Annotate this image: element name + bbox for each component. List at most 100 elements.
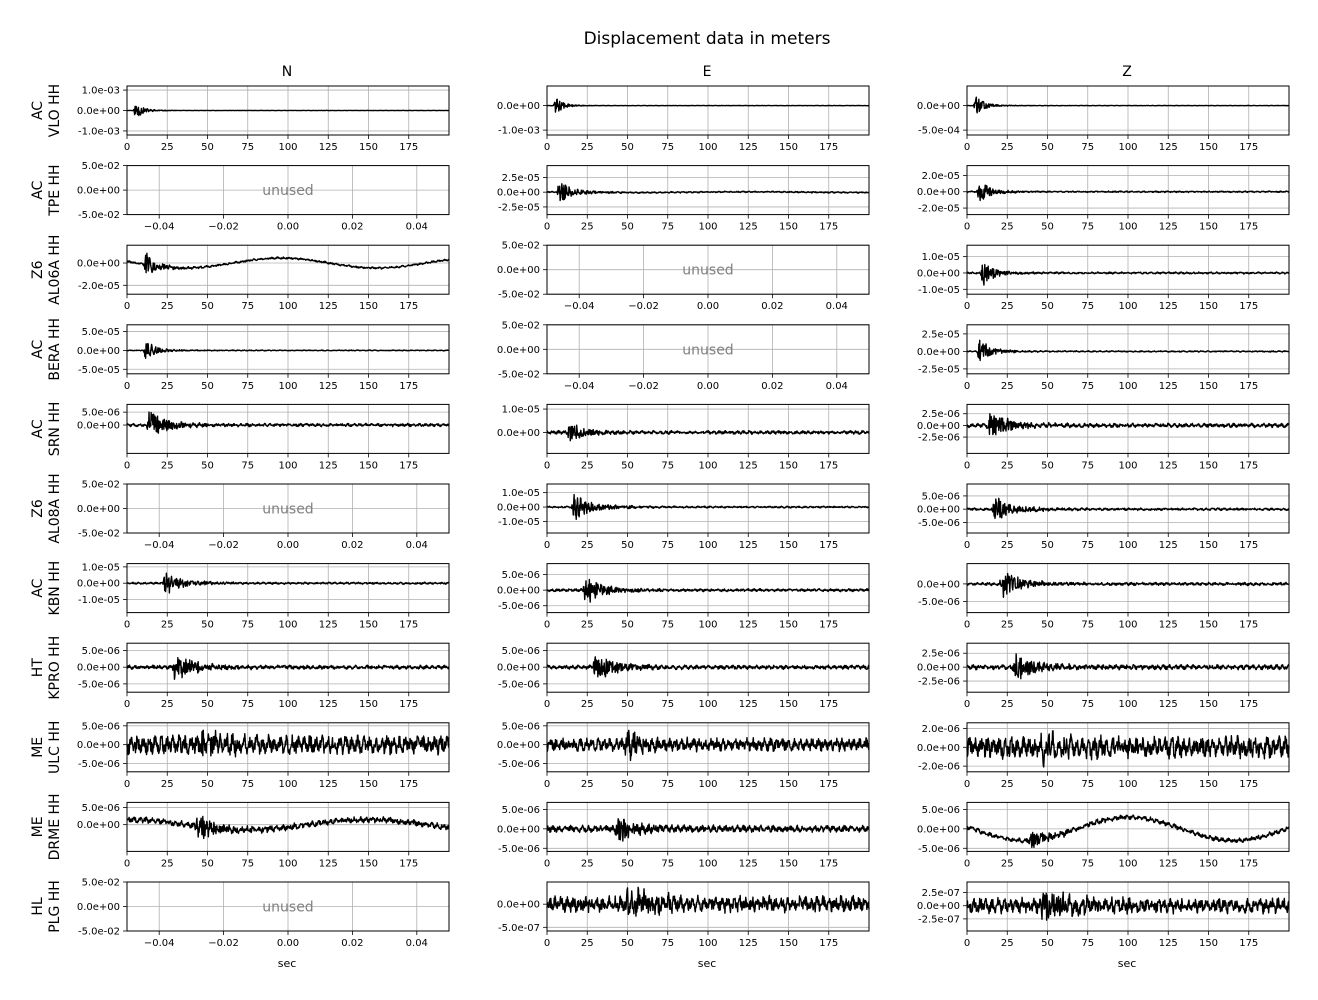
x-tick-label: 150 (1199, 540, 1218, 551)
y-tick-label: 0.0e+00 (77, 740, 120, 751)
x-tick-label: 25 (161, 779, 174, 790)
x-tick-label: 50 (621, 938, 634, 949)
y-tick-label: 0.0e+00 (917, 268, 960, 279)
y-tick-label: -1.0e-05 (918, 285, 960, 296)
y-tick-label: -5.0e-02 (78, 529, 120, 540)
y-tick-label: 5.0e-02 (502, 241, 540, 252)
x-axis-label-e: sec (698, 957, 717, 970)
x-tick-label: 175 (399, 620, 418, 631)
x-tick-label: 175 (1239, 699, 1258, 710)
y-tick-label: 0.0e+00 (497, 824, 540, 835)
y-tick-label: -5.0e-02 (78, 927, 120, 938)
panel-e-1: 0 25 50 75 100 125 150 175 -2.5e-05 0.0e+00 2.5e-0… (497, 165, 870, 233)
x-tick-label: 0 (124, 142, 130, 153)
y-tick-label: -5.0e-06 (78, 759, 120, 770)
x-tick-label: 100 (278, 301, 297, 312)
x-tick-label: 100 (278, 858, 297, 869)
y-tick-label: -1.0e-05 (498, 517, 540, 528)
x-tick-label: 50 (1041, 779, 1054, 790)
panel-e-2: unused −0.04 −0.02 0.00 0.02 0.04 -5.0e-02 0.0e… (497, 241, 870, 312)
x-tick-label: 150 (1199, 222, 1218, 233)
trace-line (966, 653, 1290, 680)
trace-line (546, 886, 870, 917)
row-label: ACKBN HH (30, 561, 63, 616)
x-tick-label: 0 (964, 381, 970, 392)
row-label-line: AC (30, 101, 46, 120)
x-tick-label: 25 (161, 301, 174, 312)
x-tick-label: 150 (359, 460, 378, 471)
y-tick-label: 0.0e+00 (917, 101, 960, 112)
x-tick-label: 150 (779, 142, 798, 153)
trace-line (546, 818, 870, 842)
x-tick-label: 25 (161, 381, 174, 392)
x-tick-label: 100 (1118, 699, 1137, 710)
x-tick-label: 50 (1041, 381, 1054, 392)
x-tick-label: 50 (201, 779, 214, 790)
x-tick-label: 75 (1081, 938, 1094, 949)
y-tick-label: 5.0e-06 (82, 721, 120, 732)
panel-n-7: 0 25 50 75 100 125 150 175 -5.0e-06 0.0e+00 5.0e-0… (77, 642, 450, 710)
panel-e-6: 0 25 50 75 100 125 150 175 -5.0e-06 0.0e+00 5.0e-0… (497, 563, 870, 631)
y-tick-label: 0.0e+00 (917, 579, 960, 590)
y-tick-label: 0.0e+00 (77, 504, 120, 515)
y-tick-label: -5.0e-06 (918, 518, 960, 529)
x-tick-label: 75 (241, 779, 254, 790)
x-tick-label: 100 (278, 460, 297, 471)
row-label: HTKPRO HH (30, 636, 63, 700)
row-label-line: AL06A HH (47, 235, 63, 305)
row-label-line: AC (30, 419, 46, 438)
trace-line (126, 343, 450, 360)
x-tick-label: 75 (661, 858, 674, 869)
panel-n-1: unused −0.04 −0.02 0.00 0.02 0.04 -5.0e-02 0.0e… (77, 161, 450, 233)
x-tick-label: 150 (1199, 858, 1218, 869)
y-tick-label: -1.0e-05 (78, 595, 120, 606)
y-tick-label: 2.0e-05 (922, 171, 960, 182)
x-tick-label: 25 (1001, 779, 1014, 790)
x-tick-label: 75 (661, 540, 674, 551)
panel-n-0: 0 25 50 75 100 125 150 175 -1.0e-03 0.0e+00 1.0e-0… (77, 85, 450, 153)
y-tick-label: 5.0e-06 (502, 570, 540, 581)
x-tick-label: 50 (201, 620, 214, 631)
x-tick-label: 150 (359, 858, 378, 869)
x-tick-label: 125 (1159, 540, 1178, 551)
row-label-line: ME (30, 737, 46, 758)
y-tick-label: 2.5e-07 (922, 888, 960, 899)
x-tick-label: 125 (319, 301, 338, 312)
x-axis-label-z: sec (1118, 957, 1137, 970)
trace-line (966, 497, 1290, 520)
row-label-line: DRME HH (47, 793, 63, 860)
y-tick-label: 5.0e-06 (502, 805, 540, 816)
x-tick-label: 50 (201, 301, 214, 312)
x-tick-label: 25 (1001, 699, 1014, 710)
x-tick-label: 175 (819, 460, 838, 471)
x-tick-label: 75 (241, 699, 254, 710)
row-label: ACSRN HH (30, 402, 63, 457)
x-tick-label: 0 (124, 858, 130, 869)
x-tick-label: 100 (1118, 381, 1137, 392)
x-tick-label: 25 (581, 460, 594, 471)
x-tick-label: 0.04 (406, 222, 428, 233)
x-tick-label: 125 (319, 142, 338, 153)
panel-n-6: 0 25 50 75 100 125 150 175 -1.0e-05 0.0e+00 1.0e-0… (77, 562, 450, 631)
x-tick-label: 125 (1159, 779, 1178, 790)
x-tick-label: 50 (621, 540, 634, 551)
x-tick-label: −0.02 (208, 222, 239, 233)
y-tick-label: -5.0e-02 (78, 210, 120, 221)
x-tick-label: 100 (698, 858, 717, 869)
y-tick-label: -5.0e-04 (918, 126, 960, 137)
x-tick-label: 175 (1239, 620, 1258, 631)
x-tick-label: 150 (1199, 301, 1218, 312)
row-label-line: ULC HH (47, 721, 63, 774)
x-tick-label: 100 (698, 540, 717, 551)
x-tick-label: 125 (1159, 938, 1178, 949)
x-tick-label: 25 (581, 699, 594, 710)
x-tick-label: 0 (544, 460, 550, 471)
x-tick-label: 125 (319, 779, 338, 790)
x-tick-label: 50 (201, 460, 214, 471)
x-tick-label: 125 (739, 779, 758, 790)
y-tick-label: 5.0e-06 (82, 646, 120, 657)
figure-title: Displacement data in meters (584, 29, 831, 49)
row-label: MEDRME HH (30, 793, 63, 860)
y-tick-label: 0.0e+00 (77, 259, 120, 270)
y-tick-label: -1.0e-03 (498, 126, 540, 137)
